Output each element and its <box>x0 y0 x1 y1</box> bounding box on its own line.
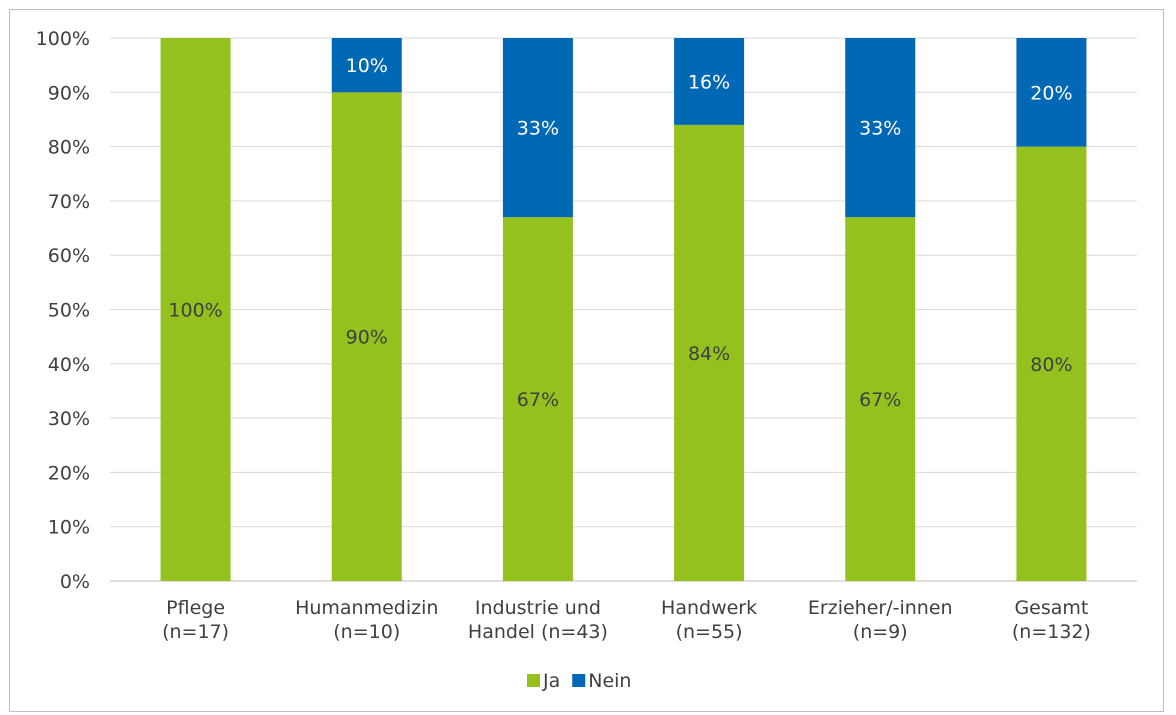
data-label: 10% <box>346 55 388 77</box>
x-tick-label: Handel (n=43) <box>468 621 608 643</box>
bar-segment-ja <box>502 217 573 581</box>
legend-swatch <box>527 674 540 687</box>
bar-segment-nein <box>502 38 573 218</box>
legend-label: Ja <box>542 670 560 692</box>
bar-segment-nein <box>674 38 745 125</box>
bar-segment-nein <box>845 38 916 218</box>
data-label: 33% <box>859 118 901 140</box>
x-tick-label: (n=132) <box>1012 621 1091 643</box>
x-tick-label: Handwerk <box>661 597 757 619</box>
bar-segment-ja <box>160 38 231 581</box>
data-label: 84% <box>688 343 730 365</box>
bar-segment-ja <box>1016 146 1087 581</box>
x-tick-label: Erzieher/-innen <box>808 597 953 619</box>
y-tick-label: 50% <box>48 300 90 322</box>
legend-label: Nein <box>588 670 631 692</box>
y-tick-label: 20% <box>48 462 90 484</box>
x-tick-label: Gesamt <box>1014 597 1088 619</box>
data-label: 100% <box>168 300 222 322</box>
y-tick-label: 10% <box>48 517 90 539</box>
y-tick-label: 70% <box>48 191 90 213</box>
bar-segment-nein <box>331 38 402 93</box>
x-tick-label: Humanmedizin <box>295 597 438 619</box>
data-label: 16% <box>688 71 730 93</box>
x-tick-label: Industrie und <box>475 597 601 619</box>
x-tick-label: (n=10) <box>333 621 400 643</box>
y-tick-label: 60% <box>48 245 90 267</box>
data-label: 20% <box>1030 82 1072 104</box>
legend-swatch <box>572 674 586 687</box>
data-label: 67% <box>517 389 559 411</box>
data-label: 67% <box>859 389 901 411</box>
data-label: 80% <box>1030 354 1072 376</box>
bar-segment-nein <box>1016 38 1087 147</box>
y-tick-label: 80% <box>48 137 90 159</box>
bar-segment-ja <box>331 92 402 582</box>
x-tick-label: Pflege <box>166 597 225 619</box>
x-tick-label: (n=55) <box>676 621 743 643</box>
y-tick-label: 40% <box>48 354 90 376</box>
data-label: 90% <box>346 327 388 349</box>
y-tick-label: 0% <box>60 571 90 593</box>
bar-segment-ja <box>845 217 916 581</box>
y-tick-label: 90% <box>48 82 90 104</box>
y-tick-label: 100% <box>36 28 90 50</box>
x-tick-label: (n=9) <box>853 621 908 643</box>
bar-segment-ja <box>674 124 745 581</box>
y-tick-label: 30% <box>48 408 90 430</box>
data-label: 33% <box>517 118 559 140</box>
x-tick-label: (n=17) <box>162 621 229 643</box>
